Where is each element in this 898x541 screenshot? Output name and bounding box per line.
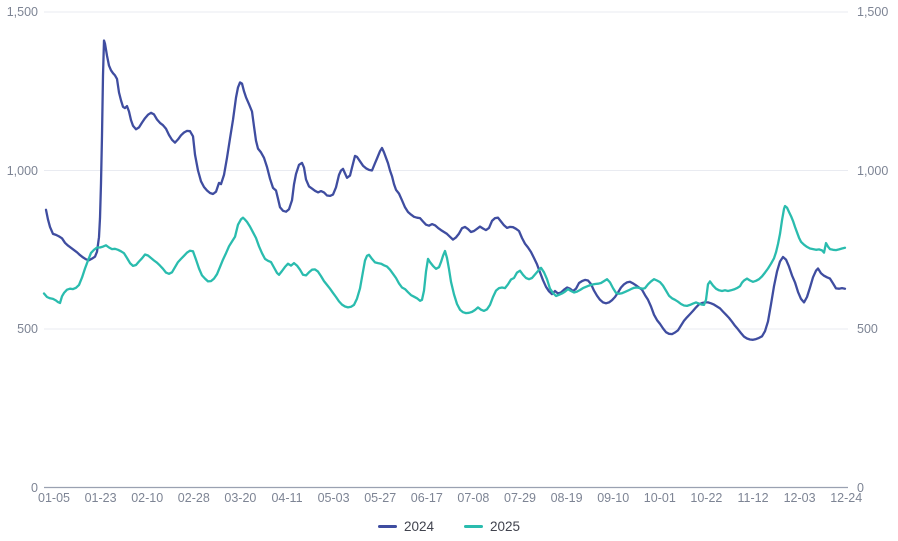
x-axis-label: 02-10 xyxy=(131,491,164,505)
legend-item-2024[interactable]: 2024 xyxy=(377,519,434,534)
x-axis-label: 12-24 xyxy=(830,491,863,505)
chart-svg xyxy=(42,11,848,489)
y-axis-label: 500 xyxy=(857,322,878,336)
x-axis-label: 07-08 xyxy=(457,491,490,505)
x-axis-label: 04-11 xyxy=(271,491,303,505)
y-axis-label: 1,000 xyxy=(857,163,889,178)
x-axis-label: 11-12 xyxy=(737,491,769,505)
y-axis-label: 0 xyxy=(857,480,864,495)
x-axis-label: 06-17 xyxy=(410,491,443,505)
legend-swatch-2024 xyxy=(377,524,397,529)
x-axis-label: 07-29 xyxy=(504,491,536,505)
legend-item-2025[interactable]: 2025 xyxy=(464,519,520,534)
series-line-2024 xyxy=(44,39,847,341)
x-axis-label: 12-03 xyxy=(783,491,816,505)
series-line-2025 xyxy=(42,204,847,315)
x-axis-label: 10-01 xyxy=(643,491,676,505)
x-axis-label: 03-20 xyxy=(224,491,257,505)
y-axis-label: 1,500 xyxy=(857,5,889,19)
x-axis-label: 08-19 xyxy=(550,491,583,505)
x-axis-label: 01-23 xyxy=(84,491,117,505)
y-axis-label: 1,000 xyxy=(6,163,38,178)
y-axis-label: 1,500 xyxy=(6,5,38,19)
y-axis-label: 500 xyxy=(17,322,38,336)
legend: 2024 2025 xyxy=(0,519,898,534)
x-axis-label: 09-10 xyxy=(597,491,630,505)
x-axis-label: 05-03 xyxy=(317,491,350,505)
x-axis-label: 05-27 xyxy=(364,491,397,505)
y-axis-label: 0 xyxy=(31,480,38,495)
legend-swatch-2025 xyxy=(464,524,483,529)
legend-label-2024: 2024 xyxy=(403,519,434,534)
x-axis-label: 01-05 xyxy=(38,491,70,505)
legend-label-2025: 2025 xyxy=(490,519,521,534)
x-axis-label: 02-28 xyxy=(177,491,210,505)
x-axis-label: 10-22 xyxy=(690,491,723,505)
